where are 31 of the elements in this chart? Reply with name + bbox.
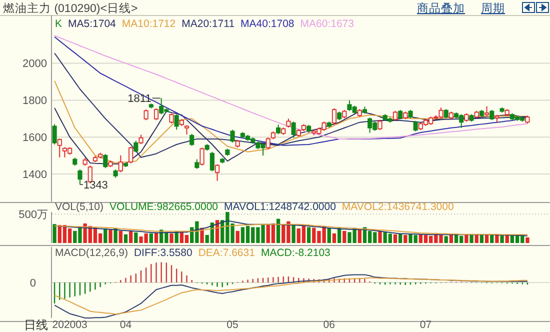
text: MA40:1708 bbox=[240, 18, 294, 30]
text: MA20:1711 bbox=[182, 18, 235, 30]
x-tick-label: 202003 bbox=[52, 319, 88, 331]
text: 周期 bbox=[481, 2, 505, 15]
text: 商品叠加 bbox=[417, 1, 465, 15]
text: DIFF:3.5580 bbox=[134, 247, 192, 259]
text: MA10:1712 bbox=[122, 18, 176, 30]
series-label: MAVOL2:1436741.3000 bbox=[342, 201, 454, 213]
text: MA5:1704 bbox=[68, 18, 116, 30]
x-tick-label: 07 bbox=[420, 319, 432, 331]
series-label: MACD:-8.2103 bbox=[260, 247, 331, 259]
text: MA60:1673 bbox=[300, 18, 354, 30]
text: DEA:7.6631 bbox=[198, 247, 256, 259]
chart-title: MACD(12,26,9) bbox=[55, 247, 128, 259]
chart-title: 燃油主力 (010290)<日线> bbox=[3, 1, 138, 15]
annotation: 1811 bbox=[128, 93, 152, 106]
y-tick-label: 1400 bbox=[22, 168, 47, 181]
text: 0 bbox=[30, 277, 36, 290]
chart-title: VOL(5,10) bbox=[55, 201, 104, 213]
annotation: 1343 bbox=[83, 179, 108, 192]
x-tick-label: 05 bbox=[226, 319, 239, 331]
x-axis-title: 日线 bbox=[24, 318, 48, 332]
text: K bbox=[55, 18, 62, 30]
ref-line-label: 500万 bbox=[18, 209, 48, 222]
series-label: MAVOL1:1248742.0000 bbox=[224, 201, 336, 213]
y-tick-label: 2000 bbox=[22, 58, 47, 70]
y-tick-label: 1800 bbox=[22, 95, 47, 108]
x-tick-label: 06 bbox=[323, 319, 336, 331]
y-tick-label: 1600 bbox=[22, 132, 47, 144]
series-label: VOLUME:982665.0000 bbox=[109, 201, 218, 213]
x-tick-label: 04 bbox=[120, 319, 132, 331]
